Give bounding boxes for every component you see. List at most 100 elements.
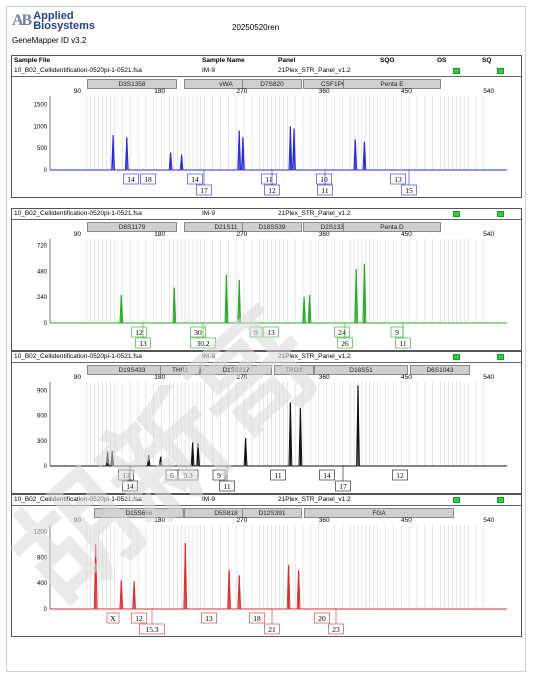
allele-call-label: 13 xyxy=(267,328,275,337)
x-tick-label: 450 xyxy=(401,231,412,238)
electropherogram-panel: Sample File Sample Name Panel SQO OS SQ 10_B02… xyxy=(11,55,522,198)
marker-label[interactable]: D12S391 xyxy=(242,508,302,518)
allele-call-box[interactable] xyxy=(316,173,332,185)
allele-call-box[interactable] xyxy=(219,480,235,492)
brand-logo: AB Applied Biosystems xyxy=(12,10,95,32)
marker-label[interactable]: D18S51 xyxy=(314,365,408,375)
quality-flag xyxy=(453,354,460,360)
y-tick-label: 0 xyxy=(44,607,48,613)
marker-label[interactable]: Penta E xyxy=(343,79,441,89)
allele-call-label: 17 xyxy=(200,186,208,195)
marker-label[interactable]: D3S1358 xyxy=(87,79,177,89)
allele-call-box[interactable] xyxy=(317,184,333,196)
panel-name: 21Plex_STR_Panel_v1.2 xyxy=(278,210,351,217)
allele-call-box[interactable] xyxy=(390,173,406,185)
sample-file-name: 10_B02_Cellidentification-0520pi-1-0521.… xyxy=(14,210,142,217)
allele-call-label: 9.3 xyxy=(183,471,193,480)
allele-call-box[interactable] xyxy=(392,469,408,481)
marker-label[interactable]: Penta D xyxy=(343,222,441,232)
allele-call-box[interactable] xyxy=(335,480,351,492)
electropherogram-panel: 10_B02_Cellidentification-0520pi-1-0521.… xyxy=(11,351,522,494)
marker-label[interactable]: D8S1179 xyxy=(87,222,177,232)
allele-call-label: 18 xyxy=(144,175,152,184)
allele-call-label: 14 xyxy=(126,482,134,491)
y-tick-label: 720 xyxy=(37,243,48,249)
sample-file-name: 10_B02_Cellidentification-0520pi-1-0521.… xyxy=(14,353,142,360)
allele-call-box[interactable] xyxy=(118,469,134,481)
allele-call-box[interactable] xyxy=(249,612,265,624)
allele-call-box[interactable] xyxy=(122,480,138,492)
y-tick-label: 240 xyxy=(37,295,48,301)
allele-call-box[interactable] xyxy=(123,173,139,185)
allele-call-box[interactable] xyxy=(270,469,286,481)
allele-call-box[interactable] xyxy=(319,469,335,481)
allele-call-box[interactable] xyxy=(140,173,156,185)
allele-call-box[interactable] xyxy=(106,612,120,624)
allele-call-box[interactable] xyxy=(395,337,411,349)
panel-header: Sample File Sample Name Panel SQO OS SQ xyxy=(12,56,521,66)
marker-label[interactable]: TPOX xyxy=(274,365,314,375)
allele-call-box[interactable] xyxy=(249,326,263,338)
allele-call-box[interactable] xyxy=(314,612,330,624)
brand-line-1: Applied xyxy=(33,10,74,22)
allele-call-box[interactable] xyxy=(177,469,199,481)
x-tick-label: 450 xyxy=(401,374,412,381)
panel-header: 10_B02_Cellidentification-0520pi-1-0521.… xyxy=(12,495,521,505)
x-tick-label: 450 xyxy=(401,517,412,524)
allele-call-box[interactable] xyxy=(264,623,280,635)
allele-call-label: 6 xyxy=(170,471,174,480)
allele-call-box[interactable] xyxy=(131,326,147,338)
marker-label[interactable]: D6S1043 xyxy=(410,365,470,375)
allele-call-box[interactable] xyxy=(131,612,147,624)
allele-call-box[interactable] xyxy=(187,173,203,185)
y-tick-label: 900 xyxy=(37,388,48,394)
allele-call-label: 9 xyxy=(254,328,258,337)
allele-call-box[interactable] xyxy=(139,623,165,635)
allele-call-box[interactable] xyxy=(334,326,350,338)
x-tick-label: 270 xyxy=(237,374,248,381)
marker-label[interactable]: D13S317 xyxy=(200,365,272,375)
allele-call-label: 9 xyxy=(217,471,221,480)
allele-call-box[interactable] xyxy=(135,337,151,349)
electropherogram-plot: 90 180 270 360 450 540 1200 800 400 0 X 12 13 18 20 15.… xyxy=(34,517,507,635)
sample-file-name: 10_B02_Cellidentification-0520pi-1-0521.… xyxy=(14,67,142,74)
allele-call-box[interactable] xyxy=(263,326,279,338)
x-tick-label: 360 xyxy=(319,374,330,381)
x-tick-label: 360 xyxy=(319,517,330,524)
allele-call-box[interactable] xyxy=(196,184,212,196)
marker-label[interactable]: D7S820 xyxy=(242,79,302,89)
marker-label[interactable]: D18S539 xyxy=(242,222,302,232)
marker-label[interactable]: FGA xyxy=(304,508,454,518)
x-tick-label: 540 xyxy=(483,374,494,381)
allele-call-label: 24 xyxy=(338,328,346,337)
allele-call-label: 13 xyxy=(139,339,147,348)
allele-call-label: 11 xyxy=(399,339,406,348)
sample-name: IM-9 xyxy=(202,353,215,360)
y-tick-label: 1500 xyxy=(34,103,48,109)
allele-call-box[interactable] xyxy=(401,184,417,196)
allele-call-box[interactable] xyxy=(190,337,216,349)
allele-call-box[interactable] xyxy=(201,612,217,624)
y-tick-label: 0 xyxy=(44,321,48,327)
allele-call-label: 12 xyxy=(268,186,276,195)
allele-call-label: 26 xyxy=(341,339,349,348)
allele-call-box[interactable] xyxy=(212,469,226,481)
brand-name: Applied Biosystems xyxy=(33,10,95,32)
quality-flag xyxy=(453,497,460,503)
allele-call-box[interactable] xyxy=(261,173,277,185)
marker-label[interactable]: TH01 xyxy=(160,365,200,375)
quality-flag xyxy=(497,354,504,360)
allele-call-box[interactable] xyxy=(190,326,206,338)
allele-call-label: 30.2 xyxy=(196,339,209,348)
allele-call-box[interactable] xyxy=(264,184,280,196)
panel-name: 21Plex_STR_Panel_v1.2 xyxy=(278,496,351,503)
allele-call-box[interactable] xyxy=(337,337,353,349)
panel-header: 10_B02_Cellidentification-0520pi-1-0521.… xyxy=(12,352,521,362)
electropherogram-plot: 90 180 270 360 450 540 1500 1000 500 0 14 18 14 11 10 1… xyxy=(34,88,507,196)
marker-label[interactable]: D15S656 xyxy=(94,508,184,518)
quality-flag xyxy=(453,211,460,217)
y-tick-label: 0 xyxy=(44,464,48,470)
column-header: Panel xyxy=(278,57,296,64)
electropherogram-plot: 90 180 270 360 450 540 720 480 240 0 12 30 9 13 24 9 13 3… xyxy=(37,231,507,349)
allele-call-box[interactable] xyxy=(328,623,344,635)
